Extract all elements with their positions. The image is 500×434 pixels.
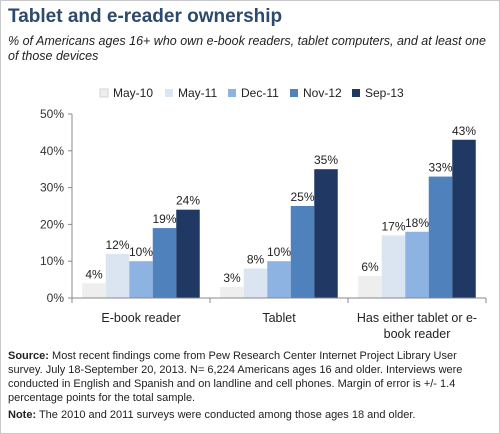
legend-swatch bbox=[352, 89, 360, 97]
chart-title: Tablet and e-reader ownership bbox=[8, 6, 283, 27]
bar bbox=[152, 228, 177, 298]
x-category-label: Has either tablet or e- bbox=[357, 311, 477, 325]
data-label: 17% bbox=[381, 219, 405, 233]
bar bbox=[243, 268, 268, 298]
y-tick-label: 10% bbox=[40, 254, 64, 268]
survey-note: Note: The 2010 and 2011 surveys were con… bbox=[8, 408, 492, 422]
y-tick-label: 50% bbox=[40, 107, 64, 121]
legend-label: Nov-12 bbox=[303, 86, 342, 100]
y-tick-label: 40% bbox=[40, 144, 64, 158]
data-label: 19% bbox=[152, 212, 176, 226]
data-label: 18% bbox=[405, 216, 429, 230]
legend-swatch bbox=[99, 88, 109, 98]
legend-label: Sep-13 bbox=[365, 86, 404, 100]
y-tick-label: 20% bbox=[40, 217, 64, 231]
bar bbox=[358, 275, 382, 298]
x-category-label: book reader bbox=[384, 327, 451, 341]
bar bbox=[405, 231, 429, 298]
legend-swatch bbox=[228, 89, 236, 97]
bar bbox=[105, 253, 130, 298]
note-label: Note: bbox=[8, 409, 37, 421]
chart-subtitle: % of Americans ages 16+ who own e-book r… bbox=[8, 34, 486, 63]
source-label: Source: bbox=[8, 350, 49, 362]
y-tick-label: 0% bbox=[47, 291, 65, 305]
data-label: 33% bbox=[428, 161, 452, 175]
bar bbox=[381, 235, 406, 298]
data-label: 12% bbox=[105, 238, 129, 252]
source-text: Most recent findings come from Pew Resea… bbox=[8, 350, 463, 404]
data-label: 10% bbox=[267, 245, 291, 259]
bar bbox=[82, 283, 106, 298]
bar bbox=[176, 209, 200, 298]
data-label: 3% bbox=[223, 271, 241, 285]
y-axis: 0% 10% 20% 30% 40% 50% bbox=[40, 107, 73, 305]
data-label: 43% bbox=[452, 124, 476, 138]
bar bbox=[314, 169, 338, 298]
bar bbox=[220, 286, 244, 298]
bar bbox=[267, 261, 291, 298]
bar bbox=[290, 206, 315, 298]
data-label: 6% bbox=[361, 260, 379, 274]
data-label: 8% bbox=[247, 253, 265, 267]
data-label: 10% bbox=[129, 245, 153, 259]
legend-label: Dec-11 bbox=[241, 86, 279, 100]
y-tick-label: 30% bbox=[40, 181, 64, 195]
data-labels: 4%12%10%19%24%3%8%10%25%35%6%17% 18%33%43… bbox=[85, 124, 476, 285]
legend-label: May-11 bbox=[178, 86, 217, 100]
legend-label: May-10 bbox=[113, 86, 153, 100]
x-category-label: Tablet bbox=[262, 311, 296, 325]
legend-swatch bbox=[165, 89, 173, 97]
bars bbox=[82, 139, 476, 298]
legend: May-10 May-11 Dec-11 Nov-12 Sep-13 bbox=[99, 86, 404, 100]
bar bbox=[428, 176, 453, 298]
data-label: 25% bbox=[290, 190, 314, 204]
source-note: Source: Most recent findings come from P… bbox=[8, 349, 492, 405]
bar bbox=[452, 139, 476, 298]
data-label: 4% bbox=[85, 267, 103, 281]
x-category-label: E-book reader bbox=[101, 311, 180, 325]
data-label: 35% bbox=[314, 153, 338, 167]
bar bbox=[129, 261, 153, 298]
x-axis: E-book reader Tablet Has either tablet or … bbox=[71, 297, 487, 341]
note-text: The 2010 and 2011 surveys were conducted… bbox=[36, 409, 416, 421]
bar-chart: May-10 May-11 Dec-11 Nov-12 Sep-13 0% 10% 20% 3… bbox=[40, 86, 487, 341]
data-label: 24% bbox=[176, 194, 200, 208]
legend-swatch bbox=[290, 89, 298, 97]
